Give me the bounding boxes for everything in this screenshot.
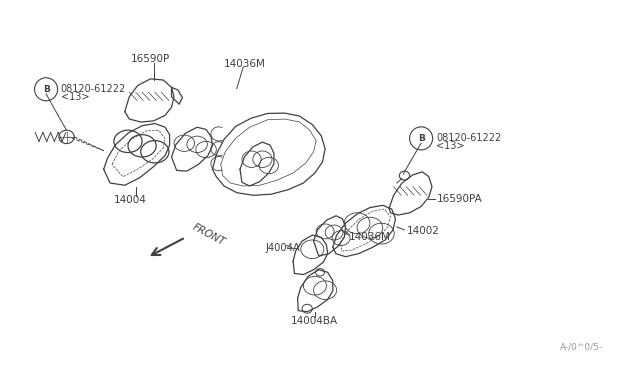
Text: 14036M: 14036M [349, 232, 390, 242]
Text: 08120-61222: 08120-61222 [436, 134, 502, 143]
Text: J4004A: J4004A [266, 244, 300, 253]
Text: <13>: <13> [61, 92, 90, 102]
Text: 14004: 14004 [114, 195, 147, 205]
Text: 14002: 14002 [406, 227, 439, 236]
Text: 14036M: 14036M [224, 59, 266, 69]
Text: 16590P: 16590P [131, 54, 170, 64]
Text: B: B [418, 134, 424, 143]
Text: <13>: <13> [436, 141, 465, 151]
Text: 16590PA: 16590PA [436, 194, 482, 204]
Text: B: B [43, 85, 49, 94]
Text: 08120-61222: 08120-61222 [61, 84, 126, 94]
Text: 14004BA: 14004BA [291, 316, 339, 326]
Text: A-/0^0/5-: A-/0^0/5- [560, 342, 603, 351]
Text: FRONT: FRONT [191, 222, 227, 248]
